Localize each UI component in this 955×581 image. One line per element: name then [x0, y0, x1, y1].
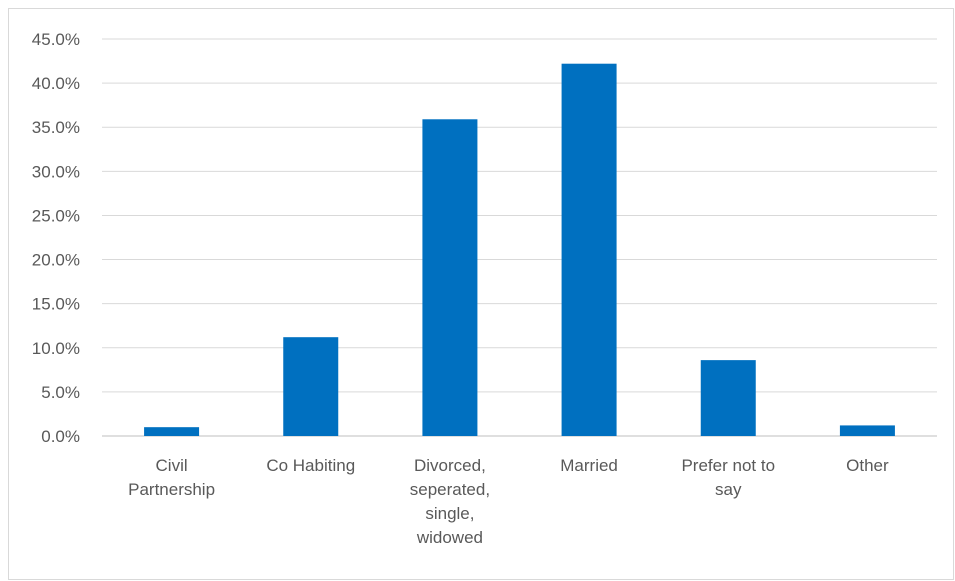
x-category-label-line: Civil: [156, 456, 188, 475]
x-category-label-line: say: [715, 480, 742, 499]
x-category-label-line: single,: [425, 504, 474, 523]
bar: [283, 337, 339, 436]
x-category-label: Other: [846, 456, 889, 475]
y-tick-label: 20.0%: [32, 251, 80, 270]
bar: [422, 119, 478, 436]
y-tick-label: 40.0%: [32, 74, 80, 93]
x-category-label: Divorced, seperated, single, widowed: [410, 456, 490, 547]
x-category-label: Co Habiting: [266, 456, 355, 475]
x-category-label-line: Divorced,: [414, 456, 486, 475]
x-category-label-line: Married: [560, 456, 618, 475]
x-category-label-line: Co Habiting: [266, 456, 355, 475]
bar: [561, 63, 617, 437]
y-tick-label: 30.0%: [32, 162, 80, 181]
y-tick-label: 45.0%: [32, 30, 80, 49]
bar: [700, 360, 756, 436]
y-tick-label: 25.0%: [32, 206, 80, 225]
x-category-label: Prefer not to say: [681, 456, 775, 499]
x-category-label-line: seperated,: [410, 480, 490, 499]
chart-frame: [8, 8, 954, 580]
y-tick-label: 5.0%: [41, 383, 80, 402]
y-axis-tick-labels: 0.0% 5.0% 10.0% 15.0% 20.0% 25.0% 30.0% 35.0% 40…: [32, 30, 80, 446]
x-category-label-line: Partnership: [128, 480, 215, 499]
x-category-label-line: Prefer not to: [681, 456, 775, 475]
x-category-label-line: widowed: [416, 528, 483, 547]
bar: [144, 427, 200, 436]
gridlines: [102, 38, 937, 437]
x-category-label-line: Other: [846, 456, 889, 475]
y-tick-label: 15.0%: [32, 295, 80, 314]
y-tick-label: 10.0%: [32, 339, 80, 358]
y-tick-label: 0.0%: [41, 427, 80, 446]
x-category-label: Married: [560, 456, 618, 475]
x-category-label: Civil Partnership: [128, 456, 215, 499]
x-axis-category-labels: Civil Partnership Co Habiting Divorced, sepe…: [128, 456, 889, 547]
y-tick-label: 35.0%: [32, 118, 80, 137]
bars: [144, 63, 895, 437]
bar: [839, 425, 895, 436]
